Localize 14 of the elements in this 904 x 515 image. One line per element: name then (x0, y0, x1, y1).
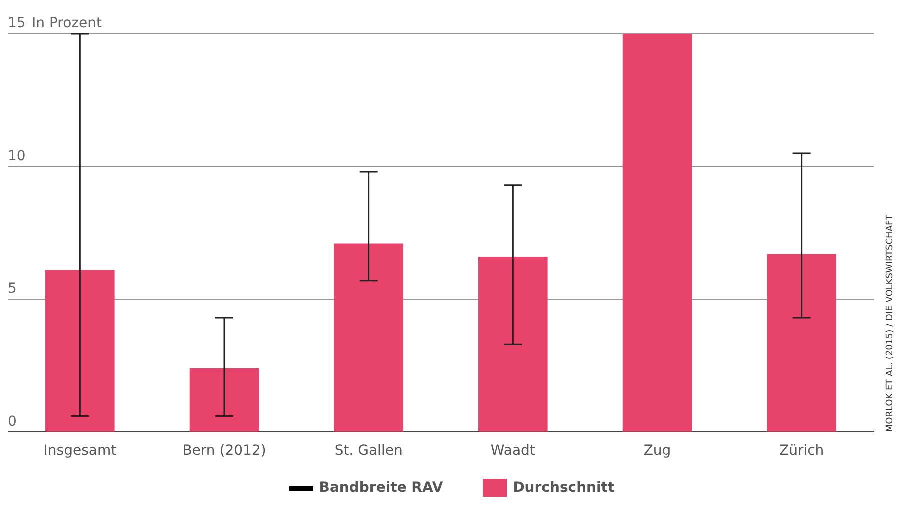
y-tick-label: 10 (8, 148, 26, 164)
x-tick-label: Insgesamt (44, 443, 118, 460)
y-tick-label: 5 (8, 281, 17, 298)
x-tick-label: St. Gallen (334, 443, 403, 460)
y-tick-label: 0 (8, 414, 17, 430)
x-tick-label: Bern (2012) (182, 443, 266, 460)
text: MORLOK ET AL. (2015) / DIE VOLKSWIRTSCHAFT (885, 214, 896, 432)
y-tick-label: 15 (8, 16, 26, 32)
legend-label: Durchschnitt (513, 480, 615, 496)
y-axis-title: In Prozent (32, 16, 102, 32)
x-tick-label: Waadt (490, 443, 536, 460)
x-tick-label: Zug (644, 443, 672, 460)
text: Bandbreite RAV (319, 480, 444, 496)
x-tick-label: Zürich (779, 443, 824, 460)
